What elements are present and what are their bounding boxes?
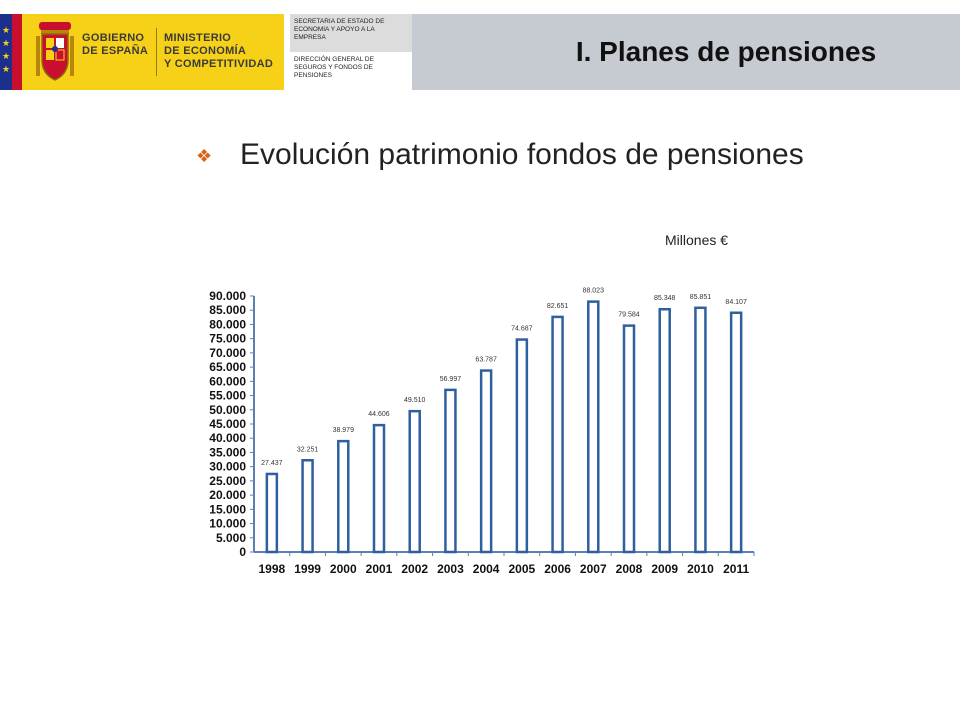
bar bbox=[265, 472, 279, 554]
y-tick-label: 40.000 bbox=[209, 431, 246, 445]
x-tick-label: 2006 bbox=[544, 562, 571, 576]
y-tick-label: 55.000 bbox=[209, 389, 246, 403]
ministerio-label: MINISTERIO DE ECONOMÍA Y COMPETITIVIDAD bbox=[164, 32, 274, 70]
bar-data-label: 84.107 bbox=[725, 299, 747, 306]
bar-data-label: 85.348 bbox=[654, 295, 676, 302]
direccion-label: DIRECCIÓN GENERAL DE SEGUROS Y FONDOS DE… bbox=[294, 56, 374, 79]
y-tick-label: 80.000 bbox=[209, 317, 246, 331]
government-logo: GOBIERNO DE ESPAÑA MINISTERIO DE ECONOMÍ… bbox=[22, 14, 284, 90]
bar bbox=[622, 324, 636, 554]
y-tick-label: 65.000 bbox=[209, 360, 246, 374]
y-tick-label: 20.000 bbox=[209, 488, 246, 502]
bar bbox=[444, 388, 457, 554]
y-tick-label: 45.000 bbox=[209, 417, 246, 431]
x-tick-label: 2005 bbox=[509, 562, 536, 576]
logo-divider bbox=[156, 28, 157, 76]
bar-data-label: 63.787 bbox=[475, 357, 497, 364]
section-title: I. Planes de pensiones bbox=[575, 36, 877, 67]
y-tick-label: 90.000 bbox=[209, 289, 246, 303]
bar-data-label: 49.510 bbox=[404, 397, 426, 404]
y-tick-label: 10.000 bbox=[209, 517, 246, 531]
x-tick-label: 2003 bbox=[437, 562, 464, 576]
header-banner: ★ ★ ★ ★ GOBIERNO DE ESPAÑA MINISTERIO DE EC… bbox=[0, 14, 960, 90]
x-tick-label: 1999 bbox=[294, 562, 321, 576]
y-tick-label: 50.000 bbox=[209, 403, 246, 417]
bar bbox=[479, 369, 493, 554]
bar bbox=[408, 409, 421, 554]
y-tick-label: 85.000 bbox=[209, 303, 246, 317]
gobierno-label: GOBIERNO DE ESPAÑA bbox=[82, 32, 149, 57]
x-tick-label: 2001 bbox=[366, 562, 393, 576]
secretaria-label: SECRETARIA DE ESTADO DE ECONOMIA Y APOYO… bbox=[294, 18, 385, 41]
y-tick-label: 0 bbox=[239, 545, 246, 559]
bar bbox=[372, 423, 386, 554]
diamond-bullet-icon: ❖ bbox=[196, 146, 213, 166]
bar bbox=[658, 307, 671, 554]
y-tick-label: 30.000 bbox=[209, 460, 246, 474]
department-labels: SECRETARIA DE ESTADO DE ECONOMIA Y APOYO… bbox=[290, 14, 412, 90]
x-tick-label: 2004 bbox=[473, 562, 500, 576]
y-tick-label: 35.000 bbox=[209, 445, 246, 459]
units-label: Millones € bbox=[665, 232, 729, 248]
y-tick-label: 70.000 bbox=[209, 346, 246, 360]
y-tick-label: 15.000 bbox=[209, 502, 246, 516]
x-tick-label: 1998 bbox=[259, 562, 286, 576]
bar bbox=[515, 338, 529, 554]
coat-of-arms-icon bbox=[36, 22, 74, 81]
bar-data-label: 88.023 bbox=[583, 288, 605, 295]
x-tick-label: 2009 bbox=[651, 562, 678, 576]
x-tick-label: 2002 bbox=[401, 562, 428, 576]
bar bbox=[694, 306, 707, 554]
y-tick-label: 25.000 bbox=[209, 474, 246, 488]
bar-data-label: 85.851 bbox=[690, 294, 712, 301]
bar-data-label: 38.979 bbox=[333, 427, 355, 434]
bar-data-label: 74.687 bbox=[511, 326, 533, 333]
x-tick-label: 2011 bbox=[723, 562, 749, 576]
bar bbox=[551, 315, 564, 554]
bar bbox=[587, 300, 600, 554]
bar-data-label: 44.606 bbox=[368, 411, 390, 418]
y-tick-label: 5.000 bbox=[216, 531, 246, 545]
section-title-bar: I. Planes de pensiones bbox=[412, 14, 960, 90]
y-tick-label: 60.000 bbox=[209, 374, 246, 388]
bar-data-label: 56.997 bbox=[440, 376, 462, 383]
bar-data-label: 27.437 bbox=[261, 460, 283, 467]
bar bbox=[337, 439, 350, 554]
bar bbox=[301, 459, 314, 554]
bar-chart: 05.00010.00015.00020.00025.00030.00035.0… bbox=[209, 288, 755, 576]
x-tick-label: 2008 bbox=[616, 562, 643, 576]
eu-stars-icon: ★ ★ ★ ★ bbox=[2, 25, 11, 74]
x-tick-label: 2007 bbox=[580, 562, 607, 576]
x-tick-label: 2000 bbox=[330, 562, 357, 576]
slide-subtitle: Evolución patrimonio fondos de pensiones bbox=[240, 138, 804, 171]
bar-data-label: 82.651 bbox=[547, 303, 569, 310]
y-tick-label: 75.000 bbox=[209, 332, 246, 346]
bar-data-label: 32.251 bbox=[297, 446, 319, 453]
x-tick-label: 2010 bbox=[687, 562, 714, 576]
flag-strip bbox=[0, 14, 22, 90]
bar-data-label: 79.584 bbox=[618, 312, 640, 319]
bar bbox=[729, 311, 743, 554]
